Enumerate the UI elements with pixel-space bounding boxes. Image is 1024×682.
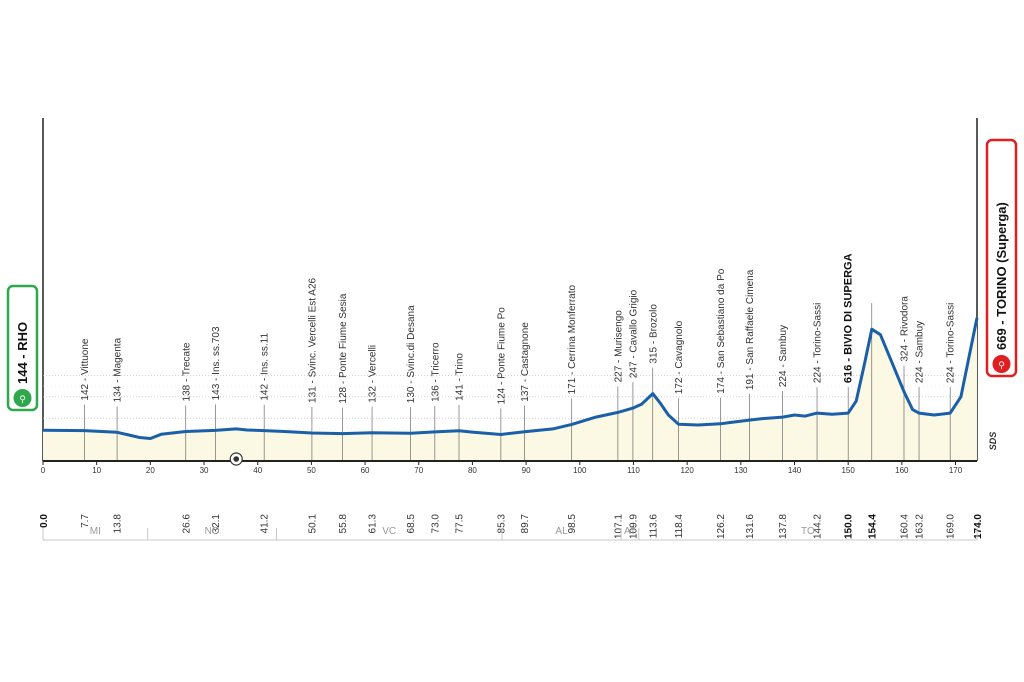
region-label: NO	[205, 526, 220, 537]
waypoint-label: 172 - Cavagnolo	[674, 320, 685, 394]
waypoint-label: 227 - Murisengo	[613, 310, 624, 383]
sds-label: SDS	[988, 432, 998, 451]
badges: ⚲ 144 - RHO ⚲ 669 - TORINO (Superga)	[6, 138, 1018, 412]
waypoint-km-label: 154.4	[867, 514, 878, 539]
waypoint-km-label: 126.2	[716, 514, 727, 539]
waypoint-km-label: 98.5	[567, 514, 578, 534]
waypoint-label: 191 - San Raffaele Cimena	[745, 269, 756, 390]
finish-label: 669 - TORINO (Superga)	[994, 202, 1009, 350]
waypoint-km-label: 113.6	[648, 514, 659, 539]
waypoint-label: 247 - Cavallo Grigio	[628, 289, 639, 378]
waypoint-label: 143 - Ins. ss.703	[211, 326, 222, 400]
waypoint-km-label: 41.2	[260, 514, 271, 534]
waypoint-km-label: 150.0	[844, 514, 855, 539]
x-tick-label: 150	[841, 466, 855, 475]
waypoint-label: 137 - Castagnone	[520, 322, 531, 402]
waypoint-km-label: 163.2	[915, 514, 926, 539]
x-axis: 7.7 13.8 26.6 32.1 41.2 50.1 55.8 61.3 68.5 73.0 7…	[39, 432, 998, 539]
waypoint-km-label: 85.3	[496, 514, 507, 534]
waypoint-label: 224 - Sambuy	[778, 325, 789, 387]
waypoint-km-label: 68.5	[406, 514, 417, 534]
waypoint-label: 131 - Svinc. Vercelli Est A26	[307, 277, 318, 403]
x-tick-label: 60	[361, 466, 370, 475]
sprint-marker-dot	[233, 456, 240, 462]
x-tick-label: 70	[414, 466, 423, 475]
waypoint-km-label: 169.0	[946, 514, 957, 539]
region-label: AL	[555, 526, 568, 537]
waypoint-km-label: 109.9	[628, 514, 639, 539]
waypoint-label: 124 - Ponte Fiume Po	[496, 307, 507, 405]
x-tick-label: 80	[468, 466, 477, 475]
waypoint-km-label: 137.8	[778, 514, 789, 539]
waypoint-label: 128 - Ponte Fiume Sesia	[338, 293, 349, 403]
x-tick-label: 110	[627, 466, 640, 475]
profile-area	[43, 317, 977, 461]
region-bar: MI NO VC AL AT TO	[42, 526, 978, 541]
x-tick-label: 100	[573, 466, 587, 475]
waypoint-label: 142 - Ins. ss.11	[260, 333, 271, 401]
start-badge	[6, 284, 39, 412]
start-km-label: 0.0	[39, 514, 50, 528]
waypoint-km-label: 118.4	[674, 514, 685, 539]
waypoints: 142 - Vittuone 134 - Magenta 138 - Trecate…	[42, 253, 979, 461]
waypoint-label: 324 - Rivodora	[899, 296, 910, 362]
region-label: MI	[90, 526, 101, 537]
x-tick-label: 10	[92, 466, 101, 475]
waypoint-km-label: 160.4	[899, 514, 910, 539]
x-tick-label: 160	[895, 466, 909, 475]
x-tick-label: 140	[788, 466, 802, 475]
start-cyclist-icon	[13, 389, 32, 407]
waypoint-label: 136 - Tricerro	[430, 342, 441, 402]
x-tick-label: 120	[680, 466, 694, 475]
region-label: TO	[801, 526, 815, 537]
waypoint-label: 616 - BIVIO DI SUPERGA	[843, 253, 855, 383]
waypoint-label: 138 - Trecate	[181, 342, 192, 401]
region-label: VC	[382, 526, 396, 537]
profile-line	[42, 317, 979, 440]
x-tick-label: 130	[734, 466, 748, 475]
waypoint-km-label: 77.5	[455, 514, 466, 534]
finish-bike-glyph: ⚲	[998, 361, 1005, 371]
profile-fill	[43, 317, 977, 461]
waypoint-label: 142 - Vittuone	[80, 338, 91, 401]
waypoint-label: 174 - San Sebastiano da Po	[716, 268, 727, 394]
waypoint-km-label: 107.1	[613, 514, 624, 539]
waypoint-km-label: 50.1	[307, 514, 318, 534]
waypoint-label: 224 - Torino-Sassi	[946, 303, 957, 383]
waypoint-km-label: 61.3	[368, 514, 379, 534]
start-bike-glyph: ⚲	[19, 395, 26, 405]
x-tick-label: 30	[200, 466, 209, 475]
x-tick-label: 0	[41, 466, 46, 475]
x-tick-label: 90	[522, 466, 531, 475]
waypoint-km-label: 131.6	[745, 514, 756, 539]
x-tick-label: 40	[253, 466, 262, 475]
waypoint-km-label: 144.2	[813, 514, 824, 539]
x-tick-label: 50	[307, 466, 316, 475]
x-tick-label: 20	[146, 466, 155, 475]
waypoint-km-label: 13.8	[113, 514, 124, 534]
waypoint-label: 224 - Torino-Sassi	[813, 303, 824, 383]
region-label: AT	[624, 526, 636, 537]
waypoint-label: 134 - Magenta	[113, 337, 124, 402]
waypoint-label: 141 - Trino	[455, 353, 466, 401]
finish-km-label: 174.0	[973, 514, 984, 539]
finish-cyclist-icon	[992, 355, 1011, 373]
finish-badge	[985, 138, 1018, 378]
waypoint-km-label: 89.7	[520, 514, 531, 534]
x-tick-label: 170	[949, 466, 963, 475]
waypoint-label: 224 - Sambuy	[915, 321, 926, 383]
profile-background	[42, 118, 978, 461]
waypoint-km-label: 73.0	[430, 514, 441, 534]
start-label: 144 - RHO	[15, 322, 30, 384]
waypoint-label: 315 - Brozolo	[648, 304, 659, 364]
waypoint-km-label: 55.8	[338, 514, 349, 534]
waypoint-km-label: 32.1	[211, 514, 222, 534]
waypoint-label: 132 - Vercelli	[368, 345, 379, 403]
waypoint-label: 171 - Cerrina Monferrato	[567, 284, 578, 394]
waypoint-km-label: 26.6	[181, 514, 192, 534]
waypoint-label: 130 - Svinc.di Desana	[406, 305, 417, 403]
waypoint-km-label: 7.7	[80, 514, 91, 528]
